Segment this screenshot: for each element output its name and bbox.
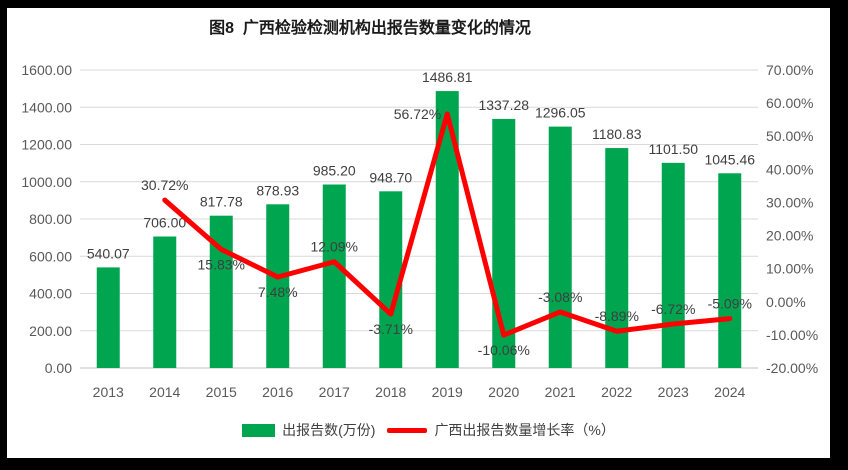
line-value-label: 30.72% <box>141 177 188 193</box>
legend-bar-label: 出报告数(万份) <box>282 422 376 438</box>
line-value-label: 56.72% <box>394 106 441 122</box>
bar-2018 <box>379 191 403 368</box>
bar-value-label: 1101.50 <box>648 141 698 157</box>
y-axis-right-tick-label: 20.00% <box>766 228 813 244</box>
bar-value-label: 1180.83 <box>592 126 642 142</box>
bar-2022 <box>605 148 629 368</box>
x-axis-tick-label: 2023 <box>658 384 689 400</box>
bar-2015 <box>209 215 233 368</box>
x-axis-tick-label: 2018 <box>375 384 406 400</box>
y-axis-left-tick-label: 1600.00 <box>21 62 72 78</box>
legend-bar-swatch <box>242 423 276 437</box>
y-axis-left-tick-label: 1400.00 <box>21 99 72 115</box>
bar-value-label: 985.20 <box>313 163 356 179</box>
bar-2014 <box>153 236 177 368</box>
chart-title: 图8 广西检验检测机构出报告数量变化的情况 <box>209 20 531 37</box>
legend-item-bars: 出报告数(万份) <box>242 420 375 440</box>
y-axis-right-tick-label: -10.00% <box>766 327 818 343</box>
bar-2013 <box>96 267 120 368</box>
x-axis-tick-label: 2020 <box>488 384 519 400</box>
legend-item-line: 广西出报告数量增长率（%） <box>387 420 615 440</box>
line-value-label: 12.09% <box>311 239 358 255</box>
y-axis-left-tick-label: 200.00 <box>29 323 72 339</box>
line-value-label: -3.08% <box>538 289 582 305</box>
bar-value-label: 1045.46 <box>704 151 755 167</box>
x-axis-tick-label: 2022 <box>601 384 632 400</box>
y-axis-right-tick-label: -20.00% <box>766 360 818 376</box>
line-value-label: -3.71% <box>369 321 413 337</box>
bar-2021 <box>548 126 572 368</box>
line-value-label: -10.06% <box>478 342 530 358</box>
y-axis-left-tick-label: 800.00 <box>29 211 72 227</box>
bar-2024 <box>718 173 742 368</box>
bar-value-label: 1296.05 <box>535 105 586 121</box>
chart-panel <box>7 8 830 458</box>
bar-value-label: 540.07 <box>87 245 130 261</box>
y-axis-right-tick-label: 40.00% <box>766 161 813 177</box>
bar-value-label: 878.93 <box>256 182 299 198</box>
y-axis-right-tick-label: 0.00% <box>766 294 806 310</box>
y-axis-right-tick-label: 60.00% <box>766 95 813 111</box>
x-axis-tick-label: 2024 <box>714 384 745 400</box>
legend: 出报告数(万份) 广西出报告数量增长率（%） <box>17 418 840 442</box>
line-value-label: -8.89% <box>595 308 639 324</box>
legend-line-swatch <box>387 427 428 433</box>
y-axis-left-tick-label: 1200.00 <box>21 137 72 153</box>
x-axis-tick-label: 2014 <box>149 384 180 400</box>
y-axis-right-tick-label: 30.00% <box>766 194 813 210</box>
bar-value-label: 706.00 <box>143 215 186 231</box>
y-axis-right-tick-label: 10.00% <box>766 261 813 277</box>
line-value-label: 7.48% <box>258 284 298 300</box>
y-axis-right-tick-label: 50.00% <box>766 128 813 144</box>
x-axis-tick-label: 2017 <box>319 384 350 400</box>
y-axis-left-tick-label: 1000.00 <box>21 174 72 190</box>
growth-rate-line <box>162 111 733 338</box>
bar-value-label: 1486.81 <box>422 69 473 85</box>
x-axis-tick-label: 2013 <box>93 384 124 400</box>
bar-value-label: 1337.28 <box>478 97 529 113</box>
line-value-label: -6.72% <box>651 301 695 317</box>
line-value-label: -5.09% <box>708 296 752 312</box>
bar-2023 <box>661 162 685 368</box>
line-value-label: 15.83% <box>198 256 245 272</box>
bar-2019 <box>435 91 459 368</box>
y-axis-left-tick-label: 400.00 <box>29 286 72 302</box>
bar-2016 <box>266 204 290 368</box>
bar-value-label: 817.78 <box>200 194 243 210</box>
y-axis-right-tick-label: 70.00% <box>766 62 813 78</box>
bar-value-label: 948.70 <box>369 169 412 185</box>
bar-2017 <box>322 184 346 368</box>
y-axis-left-tick-label: 600.00 <box>29 248 72 264</box>
legend-line-label: 广西出报告数量增长率（%） <box>434 422 615 438</box>
y-axis-left-tick-label: 0.00 <box>45 360 72 376</box>
x-axis-tick-label: 2021 <box>545 384 576 400</box>
x-axis-tick-label: 2016 <box>262 384 293 400</box>
x-axis-tick-label: 2015 <box>206 384 237 400</box>
x-axis-tick-label: 2019 <box>432 384 463 400</box>
